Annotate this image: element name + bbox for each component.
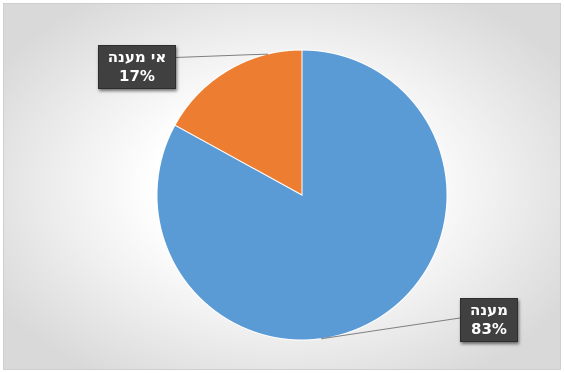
data-label-no-response: אי מענה 17%	[98, 45, 176, 89]
leader-line-no-response	[161, 53, 268, 59]
leader-line-response	[321, 317, 461, 340]
pie-slice-no-response	[174, 49, 303, 196]
data-label-category: אי מענה	[107, 48, 167, 66]
data-label-response: מענה 83%	[460, 298, 518, 342]
data-label-value: 17%	[119, 67, 155, 85]
data-label-category: מענה	[470, 301, 508, 319]
data-label-value: 83%	[471, 320, 507, 338]
